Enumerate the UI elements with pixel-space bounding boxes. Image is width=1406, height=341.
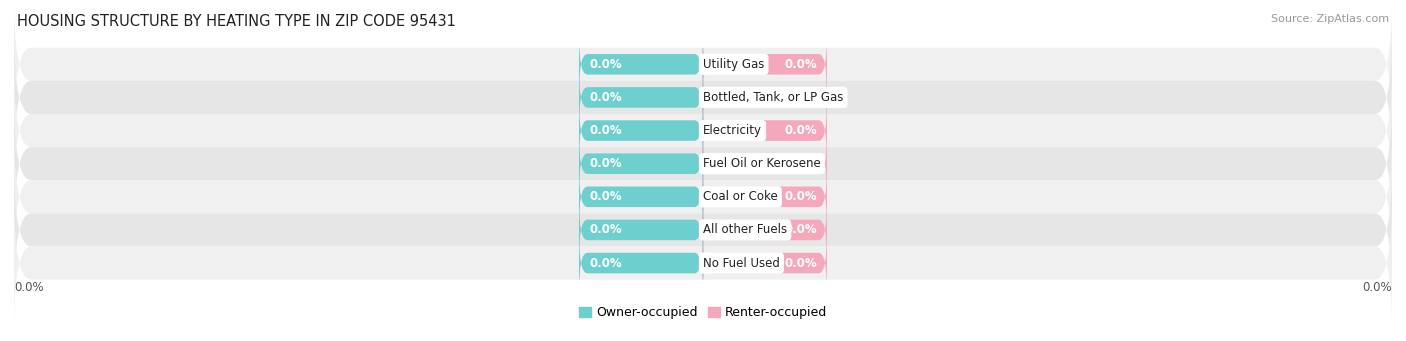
Legend: Owner-occupied, Renter-occupied: Owner-occupied, Renter-occupied [574,301,832,324]
FancyBboxPatch shape [579,35,703,94]
FancyBboxPatch shape [703,234,827,293]
Text: 0.0%: 0.0% [589,256,621,269]
Text: Coal or Coke: Coal or Coke [703,190,778,203]
FancyBboxPatch shape [579,201,703,260]
Text: 0.0%: 0.0% [589,157,621,170]
Text: 0.0%: 0.0% [785,223,817,236]
FancyBboxPatch shape [14,31,1392,164]
Text: 0.0%: 0.0% [14,281,44,294]
Text: 0.0%: 0.0% [785,91,817,104]
FancyBboxPatch shape [703,35,827,94]
FancyBboxPatch shape [14,0,1392,131]
FancyBboxPatch shape [703,167,827,226]
Text: No Fuel Used: No Fuel Used [703,256,780,269]
Text: Fuel Oil or Kerosene: Fuel Oil or Kerosene [703,157,821,170]
FancyBboxPatch shape [579,167,703,226]
Text: Bottled, Tank, or LP Gas: Bottled, Tank, or LP Gas [703,91,844,104]
FancyBboxPatch shape [579,101,703,160]
Text: All other Fuels: All other Fuels [703,223,787,236]
Text: 0.0%: 0.0% [1362,281,1392,294]
Text: Utility Gas: Utility Gas [703,58,765,71]
FancyBboxPatch shape [14,197,1392,329]
FancyBboxPatch shape [703,68,827,127]
Text: 0.0%: 0.0% [589,223,621,236]
FancyBboxPatch shape [579,234,703,293]
FancyBboxPatch shape [14,64,1392,197]
Text: 0.0%: 0.0% [785,157,817,170]
FancyBboxPatch shape [14,164,1392,296]
FancyBboxPatch shape [703,101,827,160]
Text: 0.0%: 0.0% [785,190,817,203]
Text: 0.0%: 0.0% [589,190,621,203]
FancyBboxPatch shape [14,131,1392,263]
FancyBboxPatch shape [579,134,703,193]
FancyBboxPatch shape [14,98,1392,230]
FancyBboxPatch shape [703,201,827,260]
Text: 0.0%: 0.0% [785,256,817,269]
Text: Source: ZipAtlas.com: Source: ZipAtlas.com [1271,14,1389,24]
Text: 0.0%: 0.0% [589,91,621,104]
FancyBboxPatch shape [703,134,827,193]
Text: 0.0%: 0.0% [785,58,817,71]
Text: 0.0%: 0.0% [785,124,817,137]
Text: HOUSING STRUCTURE BY HEATING TYPE IN ZIP CODE 95431: HOUSING STRUCTURE BY HEATING TYPE IN ZIP… [17,14,456,29]
Text: 0.0%: 0.0% [589,124,621,137]
Text: 0.0%: 0.0% [589,58,621,71]
FancyBboxPatch shape [579,68,703,127]
Text: Electricity: Electricity [703,124,762,137]
